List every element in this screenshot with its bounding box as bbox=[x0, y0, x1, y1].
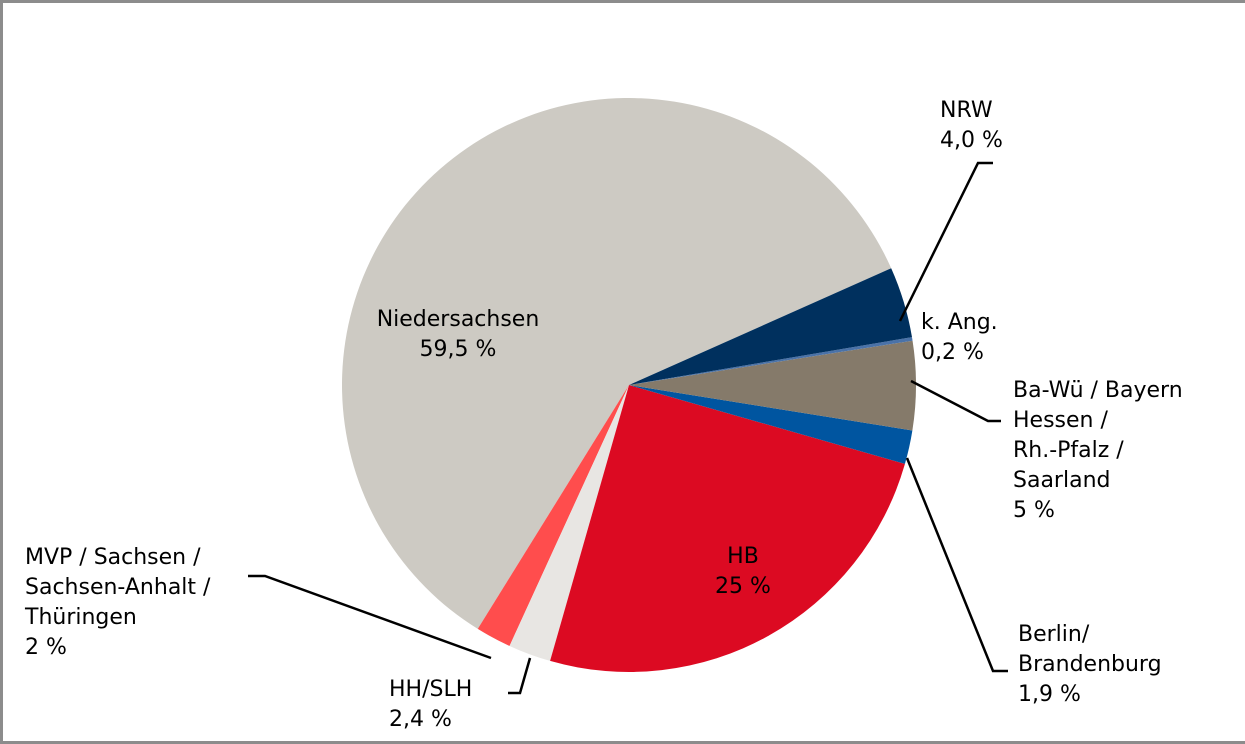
leader-line bbox=[248, 574, 492, 660]
slice-label: MVP / Sachsen / Sachsen-Anhalt / Thüring… bbox=[25, 543, 210, 663]
value-label: 2 % bbox=[25, 635, 67, 660]
value-label: 2,4 % bbox=[389, 707, 452, 732]
category-label: HH/SLH bbox=[389, 677, 473, 702]
pie-slice bbox=[550, 385, 905, 672]
category-label: MVP / Sachsen / Sachsen-Anhalt / Thüring… bbox=[25, 545, 211, 630]
pie-area bbox=[248, 98, 1008, 695]
leader-line bbox=[508, 657, 532, 695]
pie-slice bbox=[477, 385, 629, 646]
pie-slice bbox=[509, 385, 629, 661]
leader-line bbox=[905, 457, 1008, 673]
slice-label: NRW 4,0 % bbox=[940, 96, 1003, 156]
pie-slice bbox=[629, 268, 912, 385]
value-label: 59,5 % bbox=[419, 337, 497, 362]
slice-label: HB 25 % bbox=[633, 542, 853, 602]
value-label: 5 % bbox=[1013, 498, 1055, 523]
category-label: NRW bbox=[940, 98, 993, 123]
leader-line bbox=[910, 379, 1001, 423]
leader-line bbox=[898, 161, 993, 322]
pie-slice bbox=[629, 385, 913, 464]
category-label: HB bbox=[727, 544, 759, 569]
slice-label: k. Ang. 0,2 % bbox=[921, 308, 998, 368]
category-label: Berlin/ Brandenburg bbox=[1018, 622, 1162, 677]
category-label: k. Ang. bbox=[921, 310, 998, 335]
value-label: 1,9 % bbox=[1018, 682, 1081, 707]
category-label: Ba-Wü / Bayern Hessen / Rh.-Pfalz / Saar… bbox=[1013, 378, 1183, 493]
value-label: 0,2 % bbox=[921, 340, 984, 365]
pie-slice bbox=[342, 98, 892, 629]
value-label: 25 % bbox=[715, 574, 771, 599]
slice-label: Berlin/ Brandenburg 1,9 % bbox=[1018, 620, 1162, 710]
category-label: Niedersachsen bbox=[376, 307, 540, 332]
value-label: 4,0 % bbox=[940, 128, 1003, 153]
slice-label: Ba-Wü / Bayern Hessen / Rh.-Pfalz / Saar… bbox=[1013, 376, 1183, 526]
slice-label: HH/SLH 2,4 % bbox=[389, 675, 472, 735]
pie-slice bbox=[629, 337, 913, 385]
slice-label: Niedersachsen 59,5 % bbox=[348, 305, 568, 365]
pie-slice bbox=[629, 340, 917, 431]
